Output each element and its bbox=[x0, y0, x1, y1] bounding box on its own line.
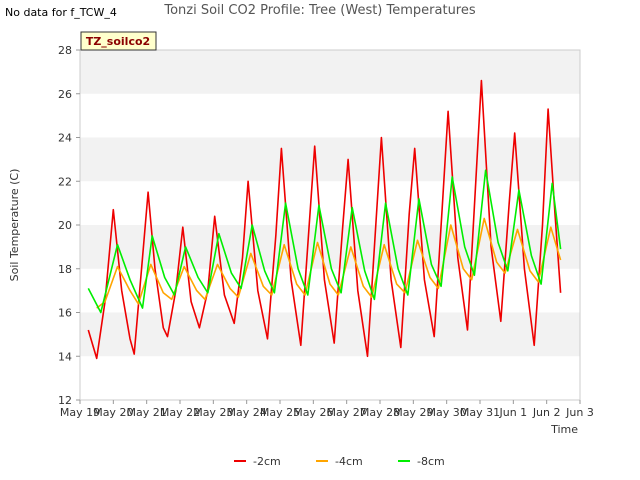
x-tick-label: May 29 bbox=[393, 406, 433, 419]
x-tick-label: May 23 bbox=[193, 406, 233, 419]
grid-band bbox=[80, 137, 580, 182]
chart-title: Tonzi Soil CO2 Profile: Tree (West) Temp… bbox=[164, 3, 476, 18]
x-axis-label: Time bbox=[550, 423, 578, 436]
x-tick-label: May 24 bbox=[227, 406, 267, 419]
grid-band bbox=[80, 50, 580, 94]
y-axis-ticks: 12 14 16 18 20 22 24 26 28 bbox=[58, 44, 80, 407]
x-tick-label: Jun 3 bbox=[565, 406, 594, 419]
x-tick-label: May 28 bbox=[360, 406, 400, 419]
x-tick-label: May 27 bbox=[327, 406, 367, 419]
y-tick-label: 26 bbox=[58, 88, 72, 101]
x-tick-label: May 20 bbox=[93, 406, 133, 419]
y-tick-label: 14 bbox=[58, 350, 72, 363]
badge-box bbox=[80, 31, 157, 51]
grid-bands bbox=[80, 50, 580, 357]
y-tick-label: 24 bbox=[58, 132, 72, 145]
x-tick-label: May 21 bbox=[127, 406, 167, 419]
legend-label: -4cm bbox=[335, 455, 363, 468]
series-line-minus-4cm bbox=[96, 217, 562, 309]
x-tick-label: May 30 bbox=[427, 406, 467, 419]
x-tick-label: May 25 bbox=[260, 406, 300, 419]
x-tick-label: Jun 1 bbox=[498, 406, 527, 419]
y-tick-label: 22 bbox=[58, 175, 72, 188]
no-data-note: No data for f_TCW_4 bbox=[5, 6, 117, 19]
y-tick-label: 12 bbox=[58, 394, 72, 407]
x-tick-label: May 31 bbox=[460, 406, 500, 419]
y-tick-label: 20 bbox=[58, 219, 72, 232]
legend-label: -8cm bbox=[417, 455, 445, 468]
series-line-minus-8cm bbox=[87, 169, 562, 314]
badge-label: TZ_soilco2 bbox=[86, 35, 150, 48]
x-tick-label: May 22 bbox=[160, 406, 200, 419]
legend-label: -2cm bbox=[253, 455, 281, 468]
y-axis-label: Soil Temperature (C) bbox=[8, 169, 21, 282]
y-tick-label: 18 bbox=[58, 263, 72, 276]
y-tick-label: 16 bbox=[58, 307, 72, 320]
series-lines bbox=[87, 79, 562, 360]
x-tick-label: May 26 bbox=[293, 406, 333, 419]
series-line-minus-2cm bbox=[87, 79, 562, 360]
y-tick-label: 28 bbox=[58, 44, 72, 57]
x-tick-label: May 19 bbox=[60, 406, 100, 419]
x-tick-label: Jun 2 bbox=[532, 406, 561, 419]
badge: TZ_soilco2 bbox=[80, 31, 157, 51]
legend: -2cm -4cm -8cm bbox=[234, 455, 445, 468]
